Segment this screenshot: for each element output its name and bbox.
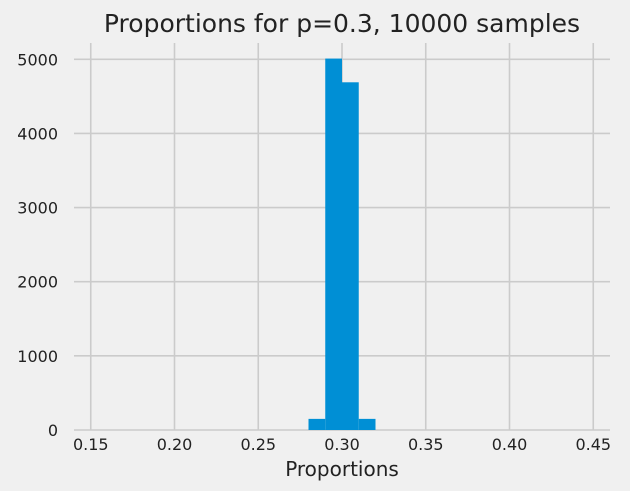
histogram-bar (358, 418, 376, 430)
x-tick-label: 0.15 (73, 435, 109, 454)
histogram-bar (308, 418, 326, 430)
y-tick-label: 4000 (17, 124, 58, 143)
x-axis-label: Proportions (285, 457, 399, 481)
y-tick-label: 0 (48, 421, 58, 440)
x-tick-label: 0.45 (575, 435, 611, 454)
x-tick-label: 0.20 (157, 435, 193, 454)
x-tick-label: 0.35 (408, 435, 444, 454)
chart-title: Proportions for p=0.3, 10000 samples (104, 9, 580, 38)
x-tick-label: 0.40 (492, 435, 528, 454)
y-tick-label: 3000 (17, 199, 58, 218)
x-tick-label: 0.25 (240, 435, 276, 454)
tick-labels: 0.15 0.20 0.25 0.30 0.35 0.40 0.45 0 1000 2000 300… (17, 50, 611, 454)
x-tick-label: 0.30 (324, 435, 360, 454)
histogram-bars (308, 58, 376, 431)
y-tick-label: 1000 (17, 347, 58, 366)
y-tick-label: 5000 (17, 50, 58, 69)
histogram-bar (342, 82, 359, 431)
y-tick-label: 2000 (17, 273, 58, 292)
histogram-bar (325, 58, 342, 430)
